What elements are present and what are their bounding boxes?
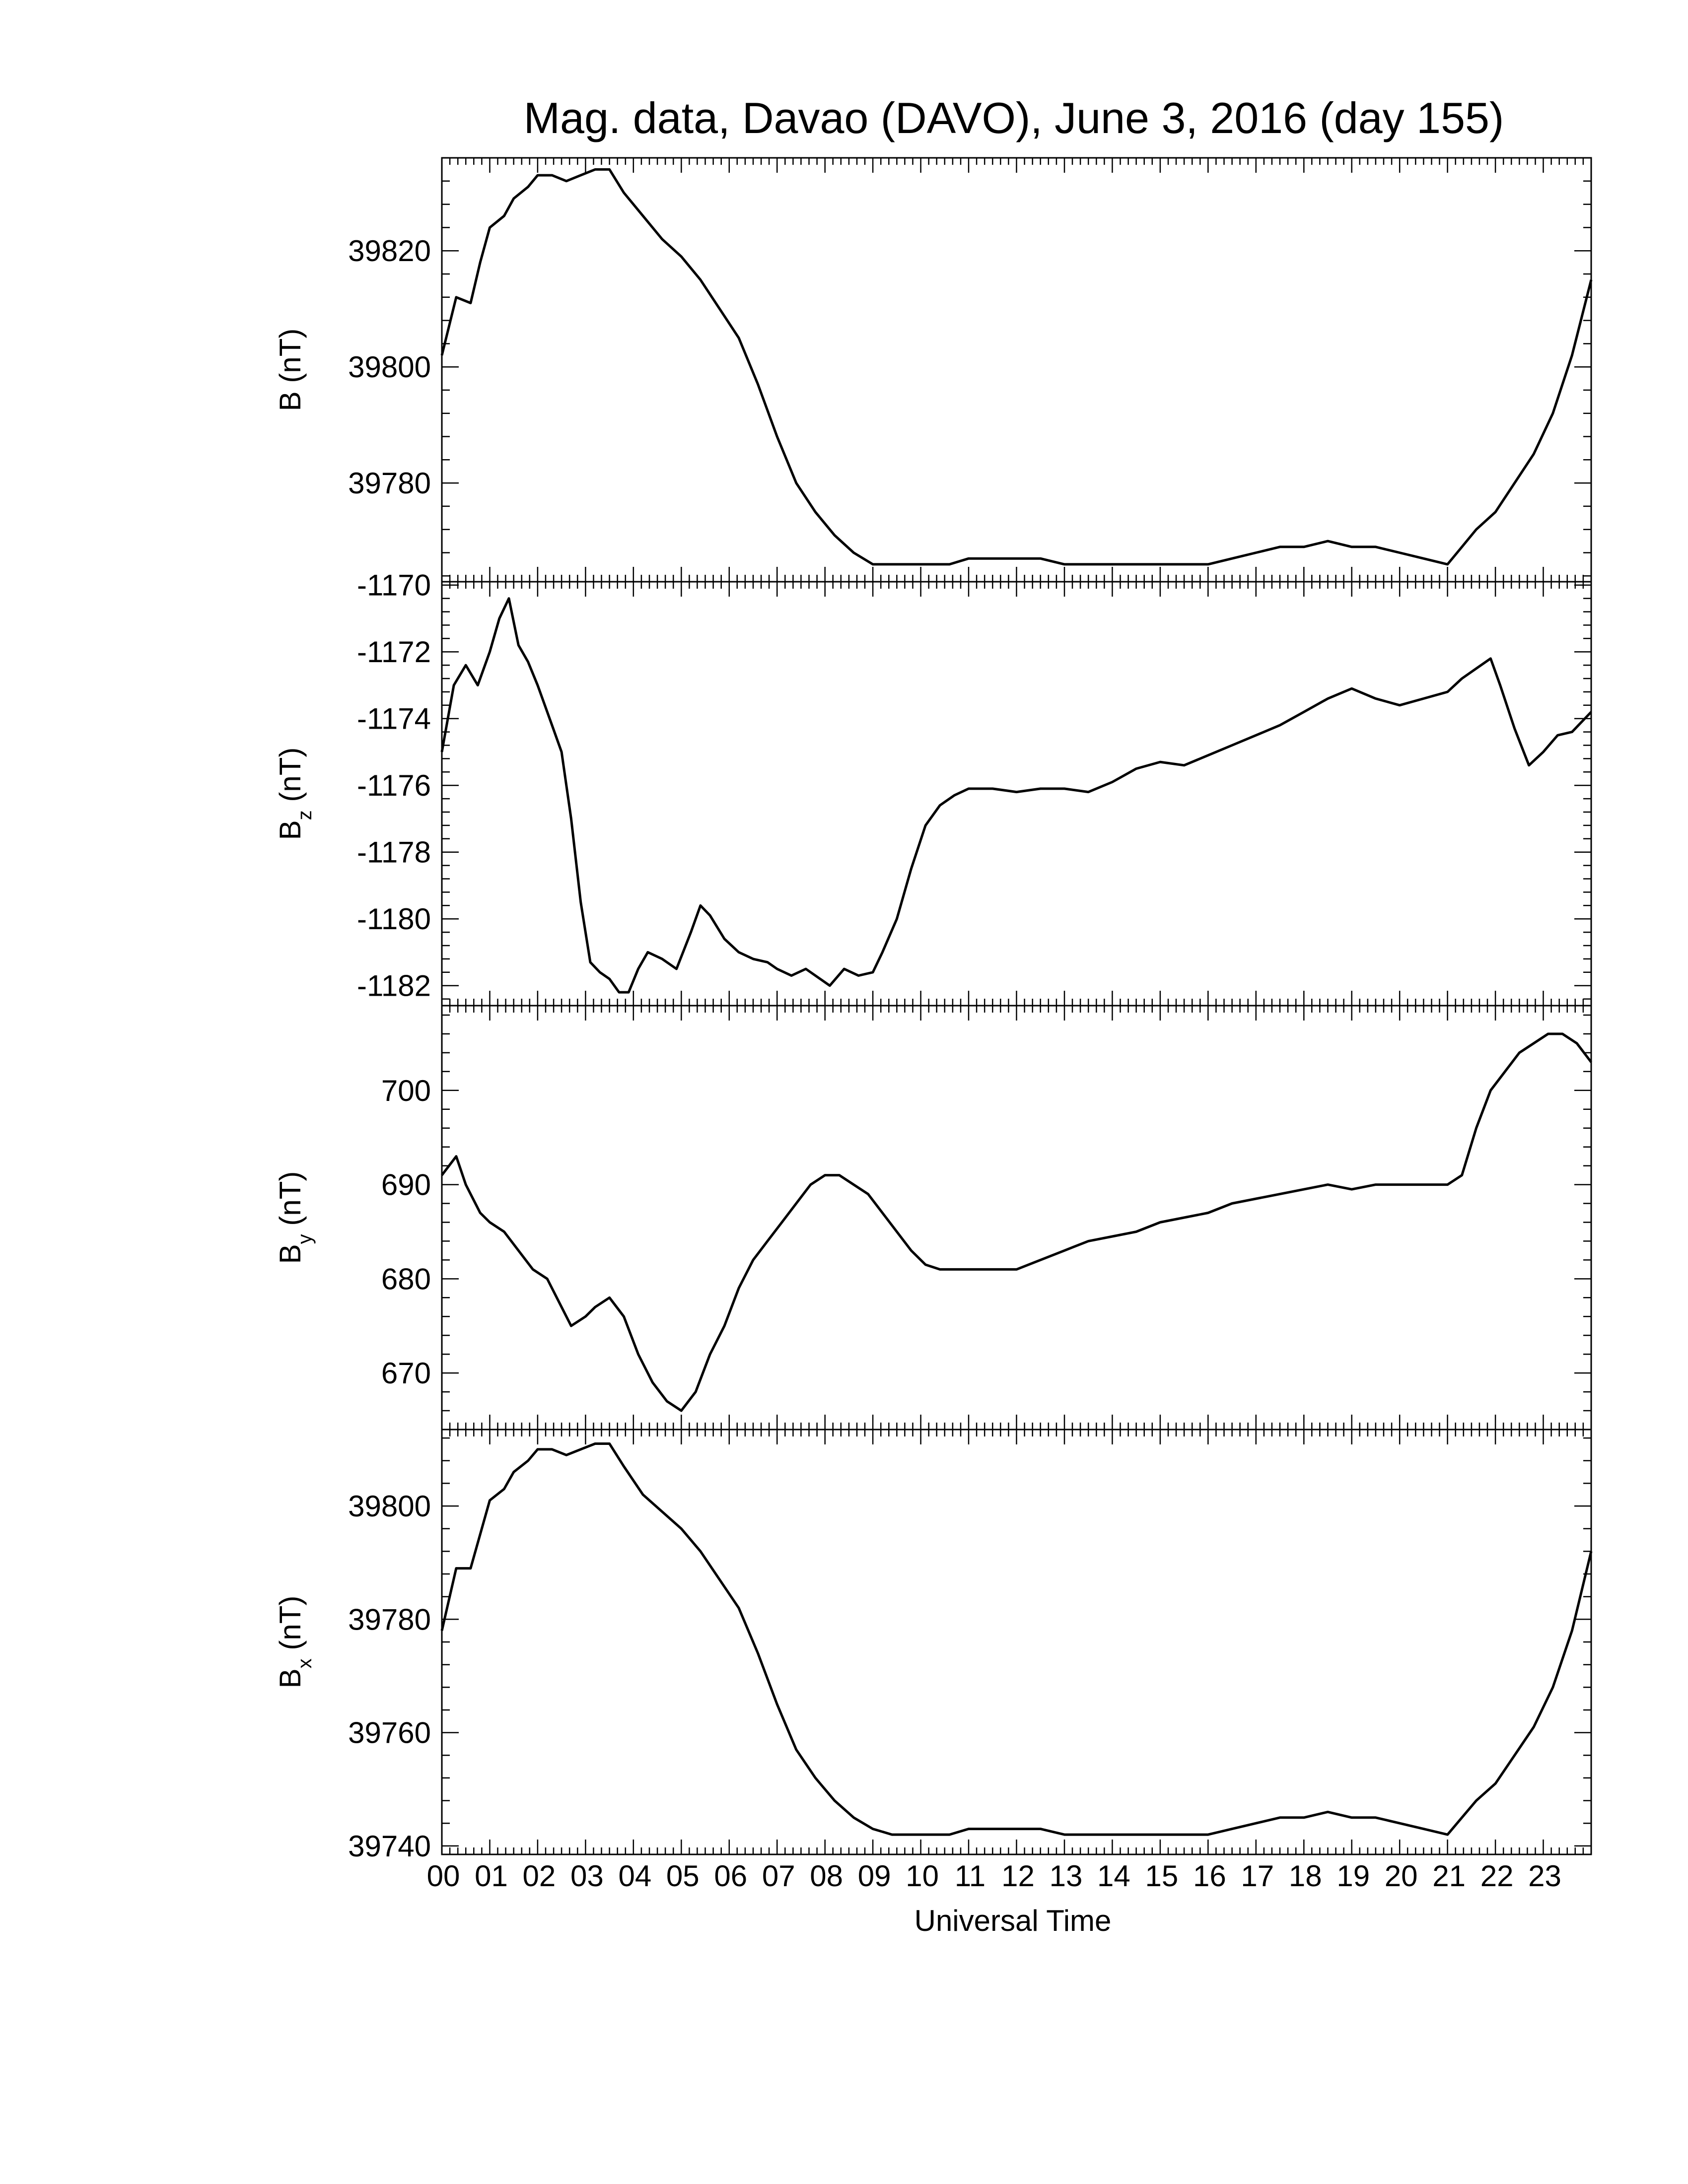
x-tick-label: 20	[1385, 1859, 1418, 1893]
panel-frame	[441, 157, 1592, 583]
x-tick-label: 00	[427, 1859, 460, 1893]
y-tick-label: 39800	[348, 1490, 431, 1523]
panels: 39780 39800 39820 B (nT) -1182 -1180 -1178 -117…	[274, 157, 1593, 1893]
x-tick-label: 17	[1241, 1859, 1274, 1893]
panel-B: 39780 39800 39820 B (nT)	[274, 157, 1593, 583]
chart-title: Mag. data, Davao (DAVO), June 3, 2016 (d…	[524, 93, 1504, 142]
x-axis-label: Universal Time	[914, 1904, 1112, 1937]
panel-frame	[441, 1005, 1592, 1431]
panel-frame	[441, 1429, 1592, 1855]
x-tick-label: 21	[1432, 1859, 1466, 1893]
x-tick-label: 01	[475, 1859, 508, 1893]
x-tick-label: 10	[906, 1859, 939, 1893]
x-tick-label: 18	[1289, 1859, 1322, 1893]
y-tick-label: -1180	[357, 902, 431, 936]
x-tick-label: 11	[955, 1859, 985, 1893]
x-tick-label: 13	[1050, 1859, 1083, 1893]
x-tick-label: 03	[570, 1859, 604, 1893]
y-tick-label: 39780	[348, 1603, 431, 1636]
y-tick-label: 39820	[348, 234, 431, 268]
panel-By: 670 680 690 700 By (nT)	[274, 1005, 1592, 1431]
x-tick-label: 07	[762, 1859, 795, 1893]
y-tick-label: 39800	[348, 350, 431, 384]
x-tick-label: 12	[1001, 1859, 1035, 1893]
x-tick-label: 19	[1336, 1859, 1370, 1893]
y-tick-label: -1178	[357, 836, 431, 869]
x-tick-label: 16	[1193, 1859, 1226, 1893]
x-tick-label: 04	[618, 1859, 651, 1893]
y-tick-label: 670	[381, 1357, 431, 1390]
axis-ticks	[441, 582, 1592, 1006]
x-tick-label: 14	[1097, 1859, 1130, 1893]
series-line-Bz	[440, 597, 1592, 994]
y-tick-label: -1176	[357, 769, 431, 802]
series-line-By	[441, 1032, 1592, 1412]
panel-Bz: -1182 -1180 -1178 -1176 -1174 -1172 -1170 Bz (n…	[274, 569, 1592, 1007]
x-tick-label: 15	[1145, 1859, 1179, 1893]
y-tick-label: 39740	[348, 1830, 431, 1863]
y-tick-label: -1172	[357, 635, 431, 669]
y-tick-label: 700	[381, 1074, 431, 1107]
y-tick-label: -1174	[357, 702, 431, 736]
y-tick-label: -1182	[357, 969, 431, 1003]
x-tick-labels: 00 01 02 03 04 05 06 07 08 09 10 11 12 13 14 15 16 17 18 19…	[427, 1859, 1561, 1893]
x-tick-label: 09	[858, 1859, 891, 1893]
series-line-Bx	[440, 1442, 1593, 1836]
x-tick-label: 06	[714, 1859, 747, 1893]
x-tick-label: 23	[1528, 1859, 1561, 1893]
y-tick-label: 680	[381, 1262, 431, 1296]
series-line-B	[440, 168, 1593, 566]
x-tick-label: 22	[1480, 1859, 1514, 1893]
x-tick-label: 02	[523, 1859, 556, 1893]
x-tick-label: 05	[666, 1859, 700, 1893]
axis-ticks	[441, 157, 1592, 582]
x-tick-label: 08	[810, 1859, 843, 1893]
y-axis-label: By (nT)	[274, 1171, 316, 1264]
y-axis-label: Bx (nT)	[274, 1596, 316, 1689]
y-axis-label: Bz (nT)	[274, 748, 316, 840]
y-axis-label: B (nT)	[274, 329, 307, 411]
y-tick-label: 690	[381, 1168, 431, 1202]
y-tick-label: 39780	[348, 467, 431, 500]
axis-ticks	[441, 1430, 1592, 1854]
panel-frame	[441, 581, 1592, 1007]
y-tick-label: 39760	[348, 1716, 431, 1750]
axis-ticks	[441, 1006, 1592, 1431]
panel-Bx: 39740 39760 39780 39800 Bx (nT)	[274, 1429, 1593, 1863]
y-tick-label: -1170	[357, 569, 431, 602]
